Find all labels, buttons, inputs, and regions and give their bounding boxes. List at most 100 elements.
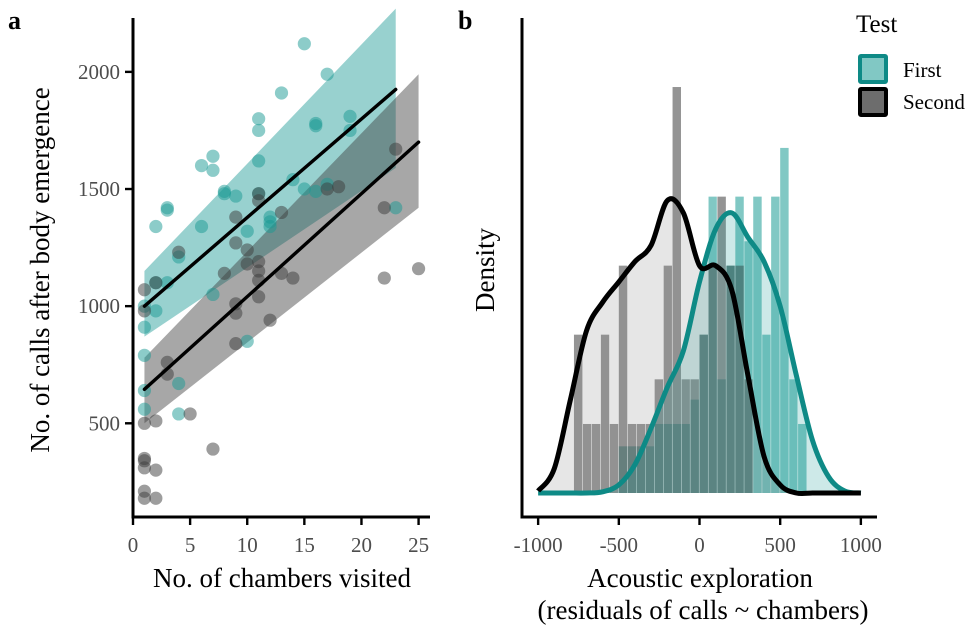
density-curve-first [538,210,862,496]
panel-b-x-axis-title-line2: (residuals of calls ~ chambers) [538,595,869,625]
density-area-second [538,198,861,494]
point-first [343,109,357,123]
point-first [274,86,289,100]
point-second [389,142,403,156]
hist-bar-first [771,196,780,493]
point-first [252,112,266,126]
point-second [149,276,163,290]
x-tick-label: 500 [764,533,796,557]
point-second [229,337,243,351]
hist-bar-second [618,265,628,493]
point-second [229,297,243,311]
panel-a-x-axis-title: No. of chambers visited [153,563,411,593]
density-curves [536,196,862,497]
panel-b-distribution: b -1000 -500 0 500 1000 Acoustic exploration… [458,6,882,625]
fit-line-second [142,140,421,392]
point-second [137,416,152,430]
point-first [320,67,334,81]
hist-bar-second [726,265,735,493]
x-tick-label: 10 [237,533,258,557]
point-second [274,205,289,220]
point-first [297,37,311,51]
point-second [263,313,277,327]
legend-label-first: First [903,58,942,82]
point-first [194,219,209,234]
confidence-bands [144,8,419,424]
hist-bar-second [717,196,726,493]
panel-b-letter: b [458,6,472,35]
hist-bar-second [573,334,583,493]
x-tick-label: -1000 [514,533,563,557]
y-tick-label: 1000 [78,294,120,318]
point-second [137,461,152,475]
point-second [252,264,266,278]
hist-bar-second [627,423,637,493]
point-second [183,407,197,421]
point-first [263,219,277,234]
point-first [309,119,323,133]
hist-bar-first [762,334,771,493]
point-second [137,304,152,318]
point-first [252,154,266,168]
point-second [206,442,220,456]
point-second [172,245,186,259]
point-first [160,276,174,290]
point-first [149,304,163,318]
hist-bar-second [591,423,601,493]
panel-a-letter: a [8,6,21,35]
hist-bar-second [645,423,655,493]
point-second [286,271,300,285]
x-tick-label: 0 [128,533,139,557]
point-first [206,287,220,302]
point-second [252,255,266,269]
x-tick-label: 25 [408,533,429,557]
point-first [206,163,220,177]
point-second [149,414,163,428]
point-second [377,201,391,215]
hist-bar-second [600,334,610,493]
panel-a-y-axis-title: No. of calls after body emergence [25,87,55,452]
point-second [240,243,254,257]
density-area-first [538,212,861,494]
hist-bar-second [699,334,708,493]
legend: Test First Second [856,11,965,117]
panel-a-scatter: a 500 1000 1500 2000 0 5 10 15 20 25 No. of chamb… [8,6,430,593]
point-first [172,407,186,421]
point-first [206,149,220,163]
scatter-points [137,37,426,505]
regression-lines [142,87,421,392]
point-first [309,184,323,198]
ci-band-first [144,8,396,337]
point-second [229,210,243,224]
ci-band-second [144,74,419,424]
point-second [149,463,163,477]
hist-bar-second [708,265,717,493]
hist-bar-second [744,379,753,493]
point-first [240,334,254,348]
point-first [172,376,186,391]
hist-bar-second [636,423,646,493]
legend-title: Test [856,11,897,38]
x-tick-label: -500 [600,533,639,557]
hist-bar-second [681,379,690,493]
hist-bar-second [663,265,672,493]
legend-key-second [858,87,888,117]
point-first [229,189,243,203]
point-first [137,402,152,416]
point-first [137,320,152,334]
hist-bar-second [690,379,699,493]
panel-b-x-axis-title-line1: Acoustic exploration [587,563,813,593]
x-tick-label: 20 [351,533,372,557]
point-first [240,224,254,238]
x-tick-label: 5 [185,533,196,557]
point-second [252,290,266,304]
hist-bar-second [609,423,619,493]
point-second [411,262,426,276]
y-tick-label: 1500 [78,177,120,201]
x-tick-label: 0 [694,533,705,557]
point-second [377,271,391,285]
hist-bar-second [582,423,592,493]
point-second [137,283,152,297]
point-second [229,236,243,250]
